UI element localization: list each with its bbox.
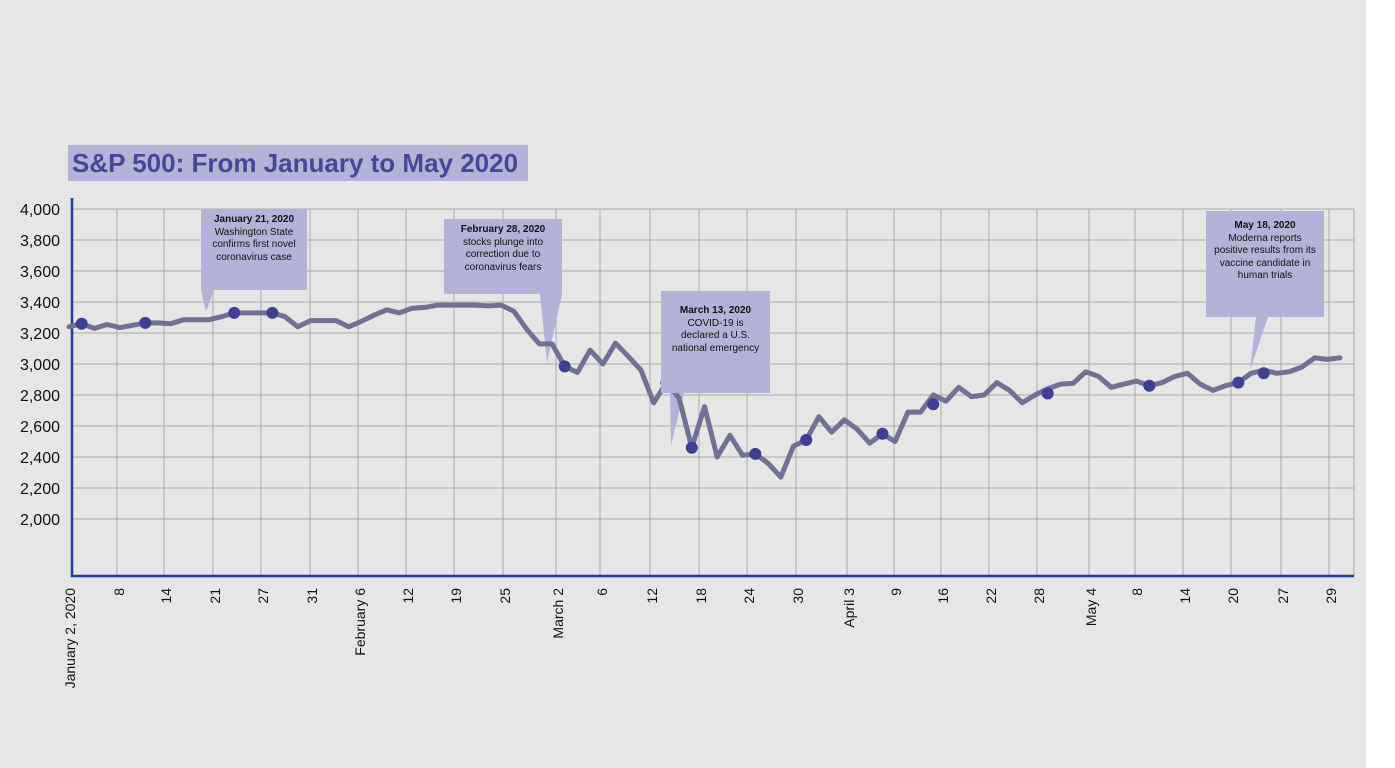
annotation-text: Washington State confirms first novel co…: [212, 226, 296, 263]
y-tick-label: 2,000: [20, 512, 60, 529]
annotation-text: Moderna reports positive results from it…: [1214, 232, 1316, 282]
annotation-text: COVID-19 is declared a U.S. national eme…: [671, 317, 760, 354]
grid-lines: [72, 208, 1355, 576]
x-tick-label: 22: [983, 588, 999, 604]
x-tick-label: 12: [644, 588, 660, 604]
series-line: [66, 302, 1343, 480]
highlight-marker: [75, 317, 88, 330]
x-tick-label: 20: [1225, 588, 1241, 604]
x-tick-label: 30: [790, 588, 806, 604]
chart-title: S&P 500: From January to May 2020: [68, 145, 529, 181]
x-tick-label: 27: [1275, 588, 1291, 604]
annotation-feb-28: February 28, 2020 stocks plunge into cor…: [444, 219, 562, 294]
x-tick-label: 21: [207, 588, 223, 604]
x-tick-label: 14: [158, 588, 174, 604]
y-tick-label: 3,000: [20, 357, 60, 374]
x-tick-label: 9: [888, 588, 904, 596]
annotation-text: stocks plunge into correction due to cor…: [462, 236, 544, 273]
line-chart: 4,000 3,800 3,600 3,400 3,200 3,000 2,800 2,600…: [20, 198, 1355, 689]
y-tick-label: 4,000: [20, 202, 60, 219]
x-tick-label: 31: [304, 588, 320, 604]
annotation-date: February 28, 2020: [460, 224, 546, 235]
highlight-marker: [558, 360, 571, 373]
highlight-marker: [876, 427, 889, 440]
y-axis-ticks: 4,000 3,800 3,600 3,400 3,200 3,000 2,800 2,600…: [20, 202, 60, 529]
highlight-marker: [266, 306, 279, 319]
annotation-date: January 21, 2020: [213, 214, 295, 225]
annotation-mar-13: March 13, 2020 COVID-19 is declared a U.…: [661, 291, 770, 393]
highlight-marker: [800, 433, 813, 446]
highlight-marker: [228, 306, 241, 319]
x-tick-label: April 3: [841, 588, 857, 628]
x-tick-label: 25: [497, 588, 513, 604]
annotation-jan-21: January 21, 2020 Washington State confir…: [201, 209, 307, 290]
x-tick-label: 27: [255, 588, 271, 604]
y-tick-label: 3,800: [20, 233, 60, 250]
x-tick-label: 16: [935, 588, 951, 604]
y-tick-label: 3,600: [20, 264, 60, 281]
x-tick-label: 28: [1031, 588, 1047, 604]
highlight-marker: [1257, 367, 1270, 380]
x-tick-label: 8: [1129, 588, 1145, 596]
y-tick-label: 2,200: [20, 481, 60, 498]
x-tick-label: May 4: [1083, 588, 1099, 626]
x-tick-label: February 6: [352, 588, 368, 656]
callout-pointer: [201, 290, 214, 312]
x-tick-label: 29: [1323, 588, 1339, 604]
callout-pointer: [1250, 317, 1268, 370]
chart-background: S&P 500: From January to May 2020 4,000 3…: [0, 0, 1366, 768]
y-tick-label: 3,200: [20, 326, 60, 343]
highlight-marker: [749, 447, 762, 460]
x-tick-label: January 2, 2020: [62, 588, 78, 689]
x-tick-label: 8: [111, 588, 127, 596]
y-tick-label: 3,400: [20, 295, 60, 312]
x-tick-label: 12: [400, 588, 416, 604]
x-tick-label: 6: [594, 588, 610, 596]
annotation-date: May 18, 2020: [1234, 220, 1296, 231]
highlight-marker: [139, 316, 152, 329]
x-tick-label: 19: [448, 588, 464, 604]
annotation-date: March 13, 2020: [679, 305, 752, 316]
highlight-marker: [1232, 376, 1245, 389]
y-tick-label: 2,800: [20, 388, 60, 405]
highlight-marker: [685, 441, 698, 454]
highlight-marker: [1143, 379, 1156, 392]
highlight-marker: [927, 398, 940, 411]
x-tick-label: 18: [693, 588, 709, 604]
annotation-may-18: May 18, 2020 Moderna reports positive re…: [1206, 211, 1324, 317]
y-tick-label: 2,600: [20, 419, 60, 436]
x-axis-ticks: January 2, 2020 8 14 21 27 31 February 6 12 19 25…: [62, 588, 1339, 689]
x-tick-label: 14: [1177, 588, 1193, 604]
y-tick-label: 2,400: [20, 450, 60, 467]
highlight-marker: [1041, 387, 1054, 400]
x-tick-label: 24: [741, 588, 757, 604]
x-tick-label: March 2: [550, 588, 566, 639]
